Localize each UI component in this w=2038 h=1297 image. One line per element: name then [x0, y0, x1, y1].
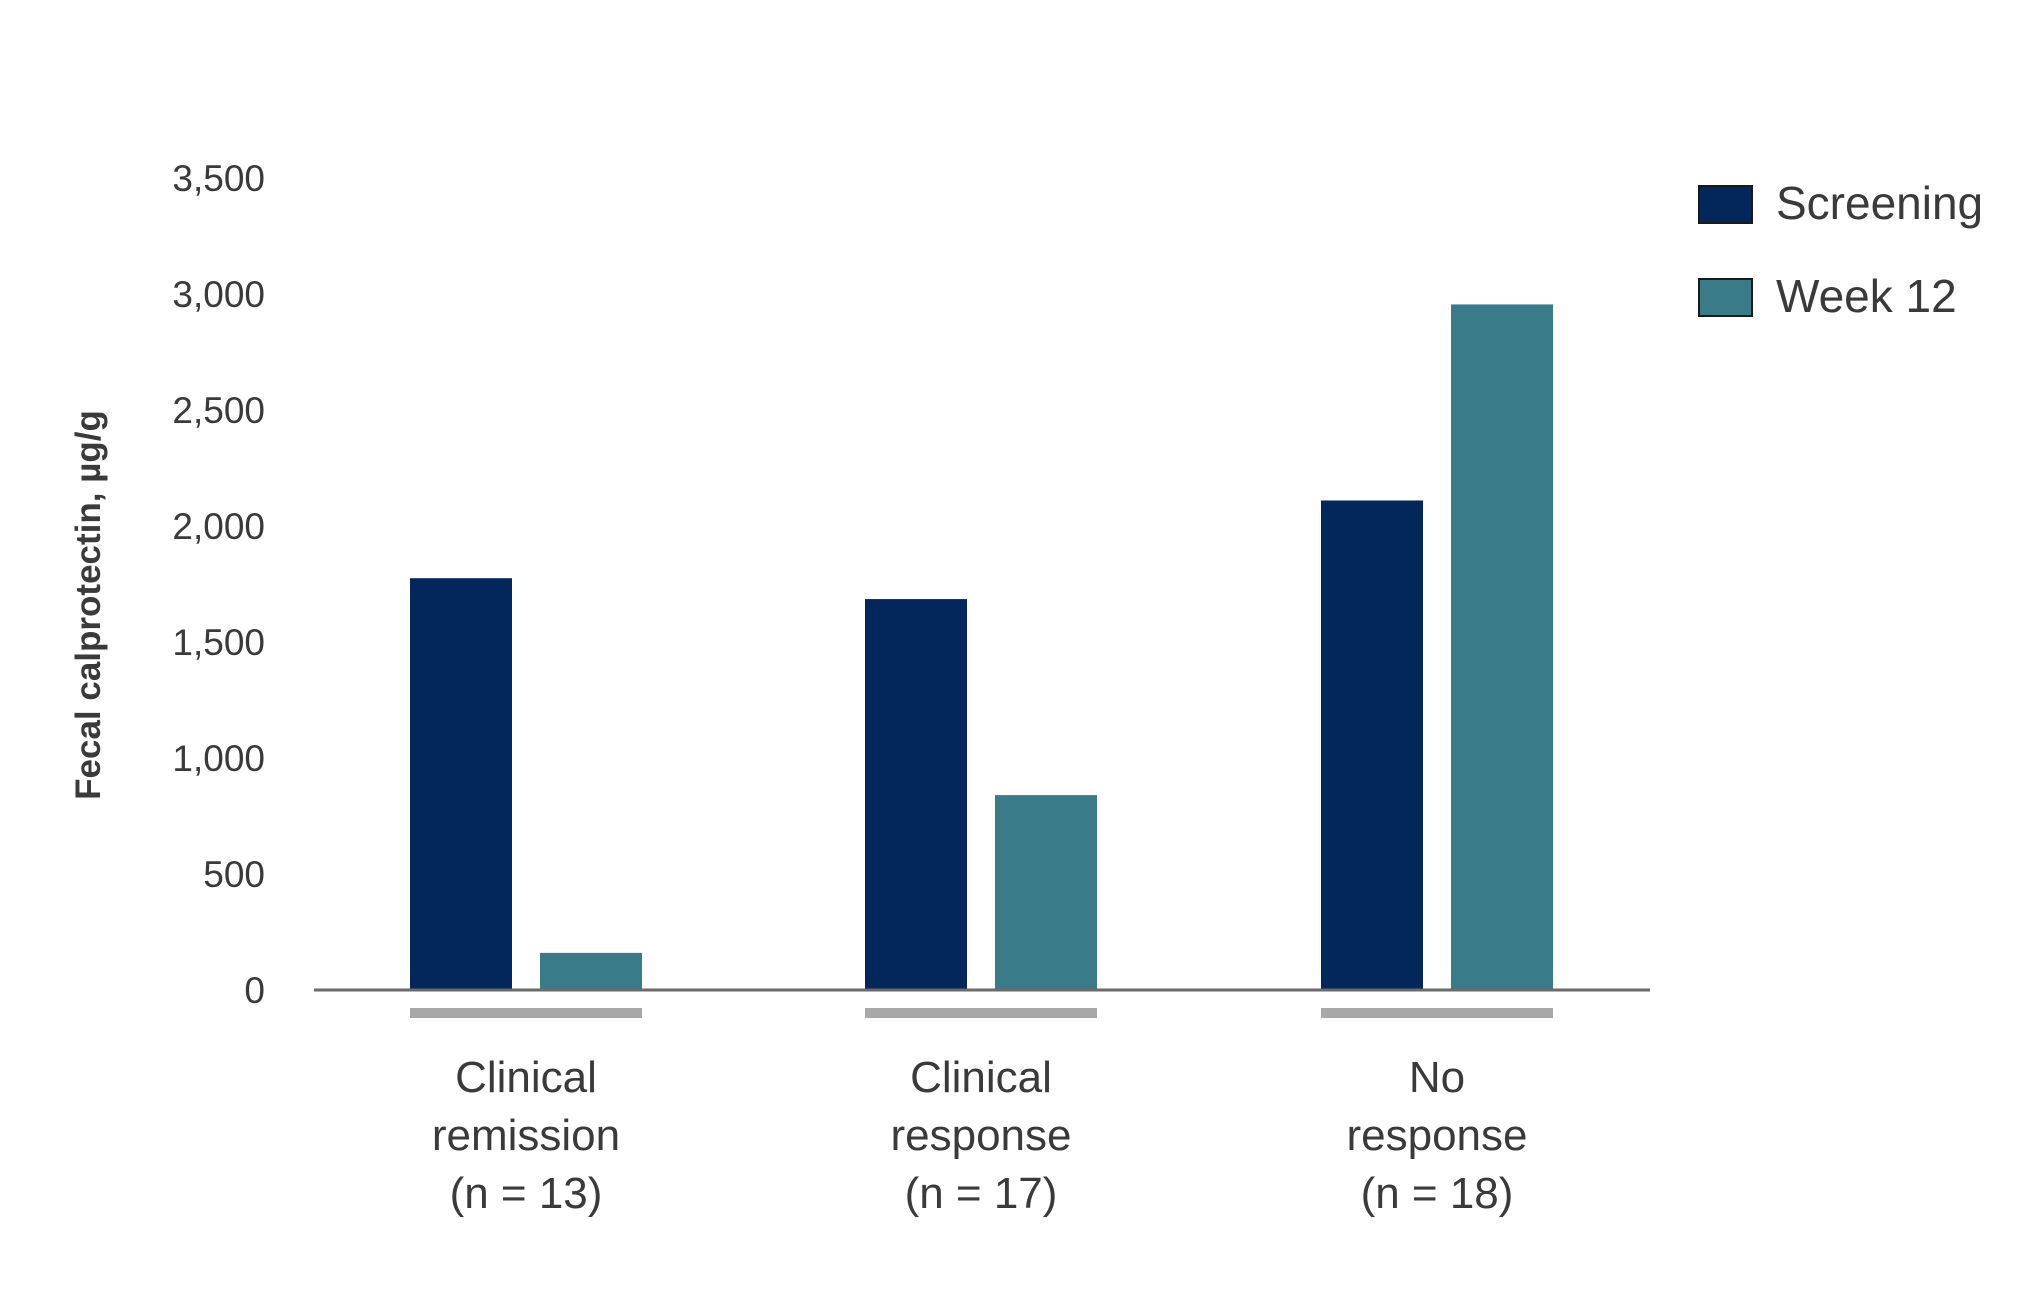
x-category-label: remission	[432, 1111, 620, 1160]
x-category-label: Clinical	[910, 1053, 1052, 1102]
legend-swatch	[1698, 185, 1753, 224]
x-category-label: (n = 18)	[1361, 1169, 1514, 1218]
group-underline	[865, 1008, 1097, 1018]
x-category-label: Clinical	[455, 1053, 597, 1102]
y-axis-label: Fecal calprotectin, µg/g	[69, 410, 108, 800]
group-underline	[410, 1008, 642, 1018]
bar-screening	[865, 599, 967, 990]
bar-screening	[1321, 500, 1423, 990]
x-category-label: response	[890, 1111, 1071, 1160]
bar-week-12	[1451, 304, 1553, 990]
group-underline	[1321, 1008, 1553, 1018]
y-tick-label: 500	[203, 854, 265, 895]
legend-swatch	[1698, 278, 1753, 317]
y-tick-labels: 0 500 1,000 1,500 2,000 2,500 3,000 3,500	[172, 158, 265, 1011]
legend-label: Week 12	[1776, 270, 1957, 322]
y-tick-label: 3,500	[172, 158, 265, 199]
legend: Screening Week 12	[1698, 177, 1983, 322]
y-tick-label: 3,000	[172, 274, 265, 315]
y-tick-label: 1,000	[172, 738, 265, 779]
legend-label: Screening	[1776, 177, 1983, 229]
y-tick-label: 2,500	[172, 390, 265, 431]
bar-screening	[410, 578, 512, 990]
x-category-label: (n = 13)	[450, 1169, 603, 1218]
x-category-label: (n = 17)	[905, 1169, 1058, 1218]
bar-week-12	[540, 952, 642, 990]
bars	[410, 304, 1553, 990]
group-underlines	[410, 1008, 1553, 1018]
x-category-labels: Clinical remission (n = 13) Clinical respons…	[432, 1053, 1528, 1218]
x-category-label: response	[1346, 1111, 1527, 1160]
x-category-label: No	[1409, 1053, 1465, 1102]
bar-week-12	[995, 795, 1097, 990]
y-tick-label: 1,500	[172, 622, 265, 663]
y-tick-label: 0	[244, 970, 265, 1011]
y-tick-label: 2,000	[172, 506, 265, 547]
